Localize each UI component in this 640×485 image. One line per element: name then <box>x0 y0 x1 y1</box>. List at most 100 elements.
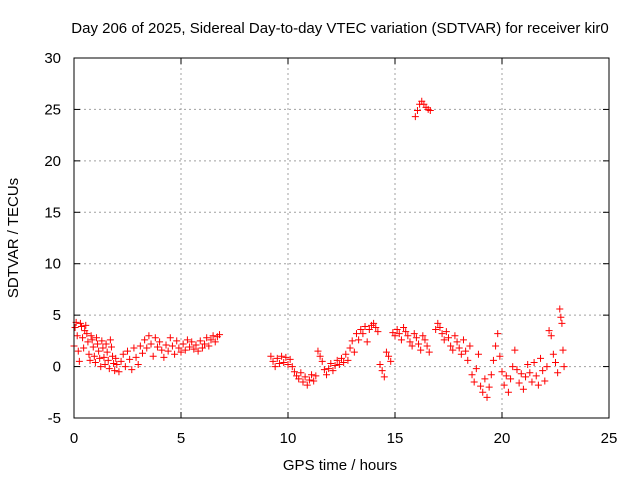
data-point <box>559 346 567 354</box>
data-point <box>492 342 500 350</box>
data-point <box>99 344 107 352</box>
data-point <box>543 363 551 371</box>
data-point <box>107 343 115 351</box>
data-point <box>102 340 110 348</box>
data-point <box>556 305 564 313</box>
data-point <box>517 370 525 378</box>
data-point <box>477 382 485 390</box>
data-point <box>132 353 140 361</box>
y-tick-label: 10 <box>44 256 61 273</box>
data-point <box>455 344 463 352</box>
data-point <box>331 362 339 370</box>
data-point <box>524 361 532 369</box>
data-point <box>352 330 360 338</box>
data-point <box>301 373 309 381</box>
data-point <box>115 368 123 376</box>
data-point <box>539 367 547 375</box>
data-point <box>196 337 204 345</box>
data-point <box>470 378 478 386</box>
data-point <box>489 356 497 364</box>
x-tick-label: 25 <box>601 430 618 447</box>
data-point <box>485 383 493 391</box>
data-point <box>271 363 279 371</box>
data-point <box>413 106 421 114</box>
data-point <box>346 344 354 352</box>
data-point <box>376 361 384 369</box>
data-point <box>124 347 131 355</box>
data-point <box>117 357 125 365</box>
data-point <box>275 359 283 367</box>
data-point <box>168 342 176 350</box>
data-point <box>316 352 324 360</box>
data-point <box>442 328 450 336</box>
data-point <box>106 336 114 344</box>
data-point <box>314 347 322 355</box>
data-point <box>82 321 90 329</box>
data-point <box>342 350 350 358</box>
data-point <box>338 354 345 362</box>
data-point <box>112 354 120 362</box>
data-point <box>79 334 87 342</box>
data-point <box>297 369 305 377</box>
data-point <box>466 342 474 350</box>
data-point <box>205 342 213 350</box>
data-point <box>100 353 108 361</box>
data-point <box>537 354 545 362</box>
data-point <box>320 366 328 374</box>
data-point <box>447 342 455 350</box>
data-point <box>88 336 96 344</box>
data-point <box>325 365 333 373</box>
data-point <box>147 340 155 348</box>
data-point <box>177 348 185 356</box>
data-point <box>415 340 423 348</box>
data-point <box>87 332 95 340</box>
data-point <box>303 381 311 389</box>
plot-frame <box>73 57 610 419</box>
data-point <box>500 381 508 389</box>
data-point <box>522 373 530 381</box>
data-point <box>534 381 542 389</box>
data-point <box>203 334 211 342</box>
data-point <box>425 348 433 356</box>
data-point <box>194 347 202 355</box>
data-point <box>216 331 224 339</box>
data-point <box>417 346 425 354</box>
data-point <box>436 323 444 331</box>
data-point <box>408 342 416 350</box>
data-point <box>504 388 512 396</box>
data-point <box>288 363 296 371</box>
data-point <box>333 356 341 364</box>
data-point <box>97 363 105 371</box>
data-point <box>94 340 102 348</box>
data-point <box>211 338 219 346</box>
data-point <box>183 336 191 344</box>
data-point <box>449 346 457 354</box>
data-point <box>153 343 161 351</box>
data-point <box>273 354 281 362</box>
data-point <box>126 355 134 363</box>
data-point <box>160 353 168 361</box>
data-point <box>359 330 367 338</box>
data-point <box>145 332 153 340</box>
data-point <box>162 341 170 349</box>
data-point <box>509 363 517 371</box>
data-point <box>400 323 408 331</box>
data-point <box>149 352 157 360</box>
data-point <box>101 361 109 369</box>
data-point <box>554 369 562 377</box>
data-point <box>365 326 373 334</box>
data-point <box>73 332 81 340</box>
data-points <box>70 97 568 401</box>
data-point <box>323 371 331 379</box>
data-point <box>382 348 390 356</box>
data-point <box>290 368 298 376</box>
data-point <box>80 344 88 352</box>
data-point <box>156 338 164 346</box>
data-point <box>91 358 99 366</box>
data-point <box>530 358 538 366</box>
data-point <box>113 361 121 369</box>
data-point <box>438 330 446 338</box>
data-point <box>560 363 568 371</box>
x-tick-label: 15 <box>387 430 404 447</box>
